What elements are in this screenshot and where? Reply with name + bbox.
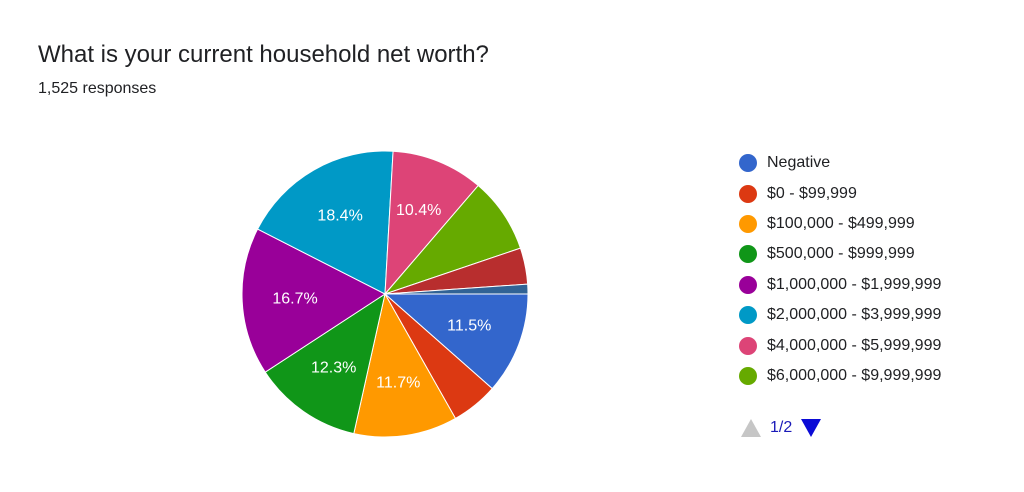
legend-item[interactable]: $4,000,000 - $5,999,999 <box>739 330 941 360</box>
pie-data-label: 11.5% <box>447 317 491 334</box>
chart-title: What is your current household net worth… <box>38 41 489 68</box>
pie-slice-5[interactable] <box>241 228 386 373</box>
pie-data-label: 18.4% <box>317 207 362 224</box>
pie-slice-1[interactable] <box>383 293 529 390</box>
legend-page-indicator: 1/2 <box>770 419 793 436</box>
pie-data-label: 16.7% <box>272 290 317 307</box>
legend-label: $100,000 - $499,999 <box>767 214 915 232</box>
legend-item[interactable]: $6,000,000 - $9,999,999 <box>739 361 941 391</box>
legend-swatch <box>739 245 757 264</box>
legend-label: $0 - $99,999 <box>767 184 857 202</box>
legend-label: $2,000,000 - $3,999,999 <box>767 306 942 324</box>
legend-swatch <box>739 336 757 355</box>
legend-swatch <box>739 275 757 294</box>
pie-slice-10[interactable] <box>384 283 529 295</box>
pie-data-label: 10.4% <box>396 202 441 219</box>
legend-swatch <box>739 184 757 203</box>
pie-slice-3[interactable] <box>353 292 457 438</box>
legend-label: $6,000,000 - $9,999,999 <box>767 366 942 384</box>
legend-item[interactable]: $100,000 - $499,999 <box>739 209 941 239</box>
pie-data-label: 12.3% <box>311 360 356 377</box>
triangle-down-icon[interactable] <box>801 419 822 437</box>
legend-label: $1,000,000 - $1,999,999 <box>767 275 942 293</box>
triangle-up-icon <box>741 419 761 437</box>
legend-label: $500,000 - $999,999 <box>767 245 915 263</box>
legend-swatch <box>739 214 757 233</box>
pie-slice-4[interactable] <box>264 292 386 435</box>
legend-label: Negative <box>767 154 831 172</box>
legend-item[interactable]: $500,000 - $999,999 <box>739 239 941 269</box>
legend-swatch <box>739 366 757 385</box>
pie-slice-7[interactable] <box>384 150 479 296</box>
response-count: 1,525 responses <box>38 80 157 97</box>
legend-item[interactable]: $0 - $99,999 <box>739 178 941 208</box>
chart-legend: Negative $0 - $99,999 $100,000 - $499,999 $… <box>739 148 941 391</box>
legend-pager: 1/2 <box>741 419 822 437</box>
legend-label: $4,000,000 - $5,999,999 <box>767 336 942 354</box>
pie-slice-6[interactable] <box>256 150 394 295</box>
pie-data-label: 11.7% <box>376 375 420 392</box>
legend-item[interactable]: $2,000,000 - $3,999,999 <box>739 300 941 330</box>
legend-swatch <box>739 154 757 173</box>
legend-swatch <box>739 306 757 325</box>
legend-item[interactable]: Negative <box>739 148 941 178</box>
legend-item[interactable]: $1,000,000 - $1,999,999 <box>739 270 941 300</box>
